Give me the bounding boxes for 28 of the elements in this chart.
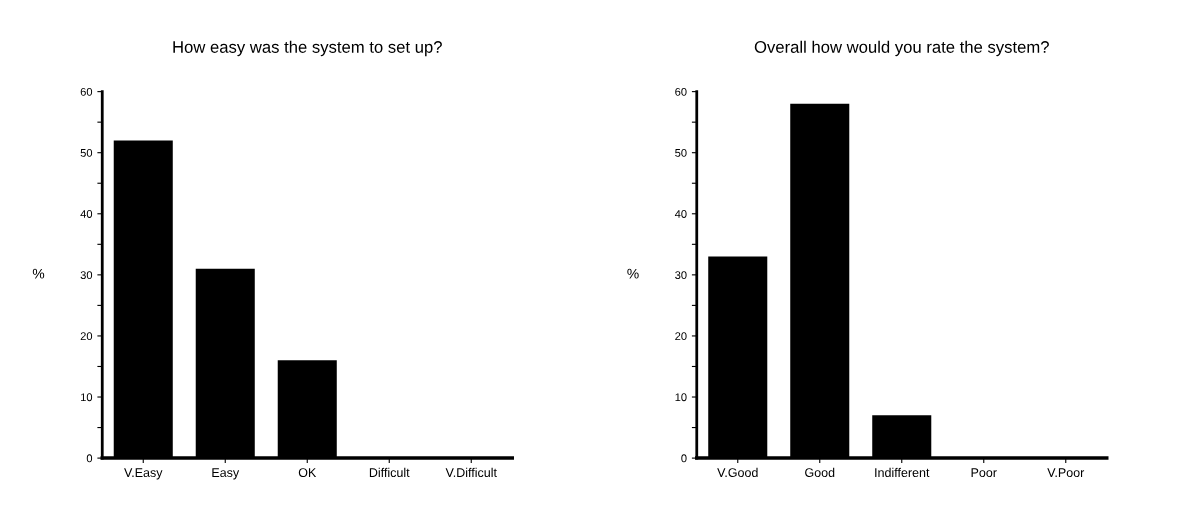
x-tick-label: Good: [805, 467, 835, 477]
y-tick-label: 60: [80, 87, 93, 96]
x-tick-label: V.Poor: [1047, 468, 1085, 477]
x-tick-label: V.Difficult: [445, 467, 497, 477]
chart-title: How easy was the system to set up?: [173, 40, 442, 57]
y-tick-label: 60: [675, 87, 687, 96]
y-tick-label: 10: [675, 393, 687, 402]
x-tick-label: Easy: [212, 468, 240, 480]
y-tick-label: 30: [80, 271, 93, 279]
y-tick-label: 10: [81, 393, 93, 402]
y-tick-label: 50: [675, 148, 687, 157]
y-tick-label: 30: [675, 271, 687, 279]
y-tick-label: 50: [80, 148, 93, 157]
y-axis-title: %: [627, 268, 639, 279]
x-tick-label: OK: [298, 468, 317, 477]
y-tick-label: 20: [80, 332, 93, 341]
y-tick-label: 0: [86, 454, 93, 463]
x-tick-label: V.Easy: [124, 468, 163, 480]
y-tick-label: 40: [674, 210, 687, 218]
x-tick-label: Poor: [971, 468, 997, 477]
y-tick-label: 40: [80, 210, 93, 218]
x-tick-label: V.Good: [717, 467, 758, 477]
x-tick-label: Difficult: [369, 467, 410, 477]
y-axis-title: %: [32, 268, 45, 279]
y-tick-label: 20: [675, 332, 687, 341]
chart-title: Overall how would you rate the system?: [754, 40, 1049, 57]
y-tick-label: 0: [681, 454, 687, 463]
x-tick-label: Indifferent: [875, 467, 930, 477]
